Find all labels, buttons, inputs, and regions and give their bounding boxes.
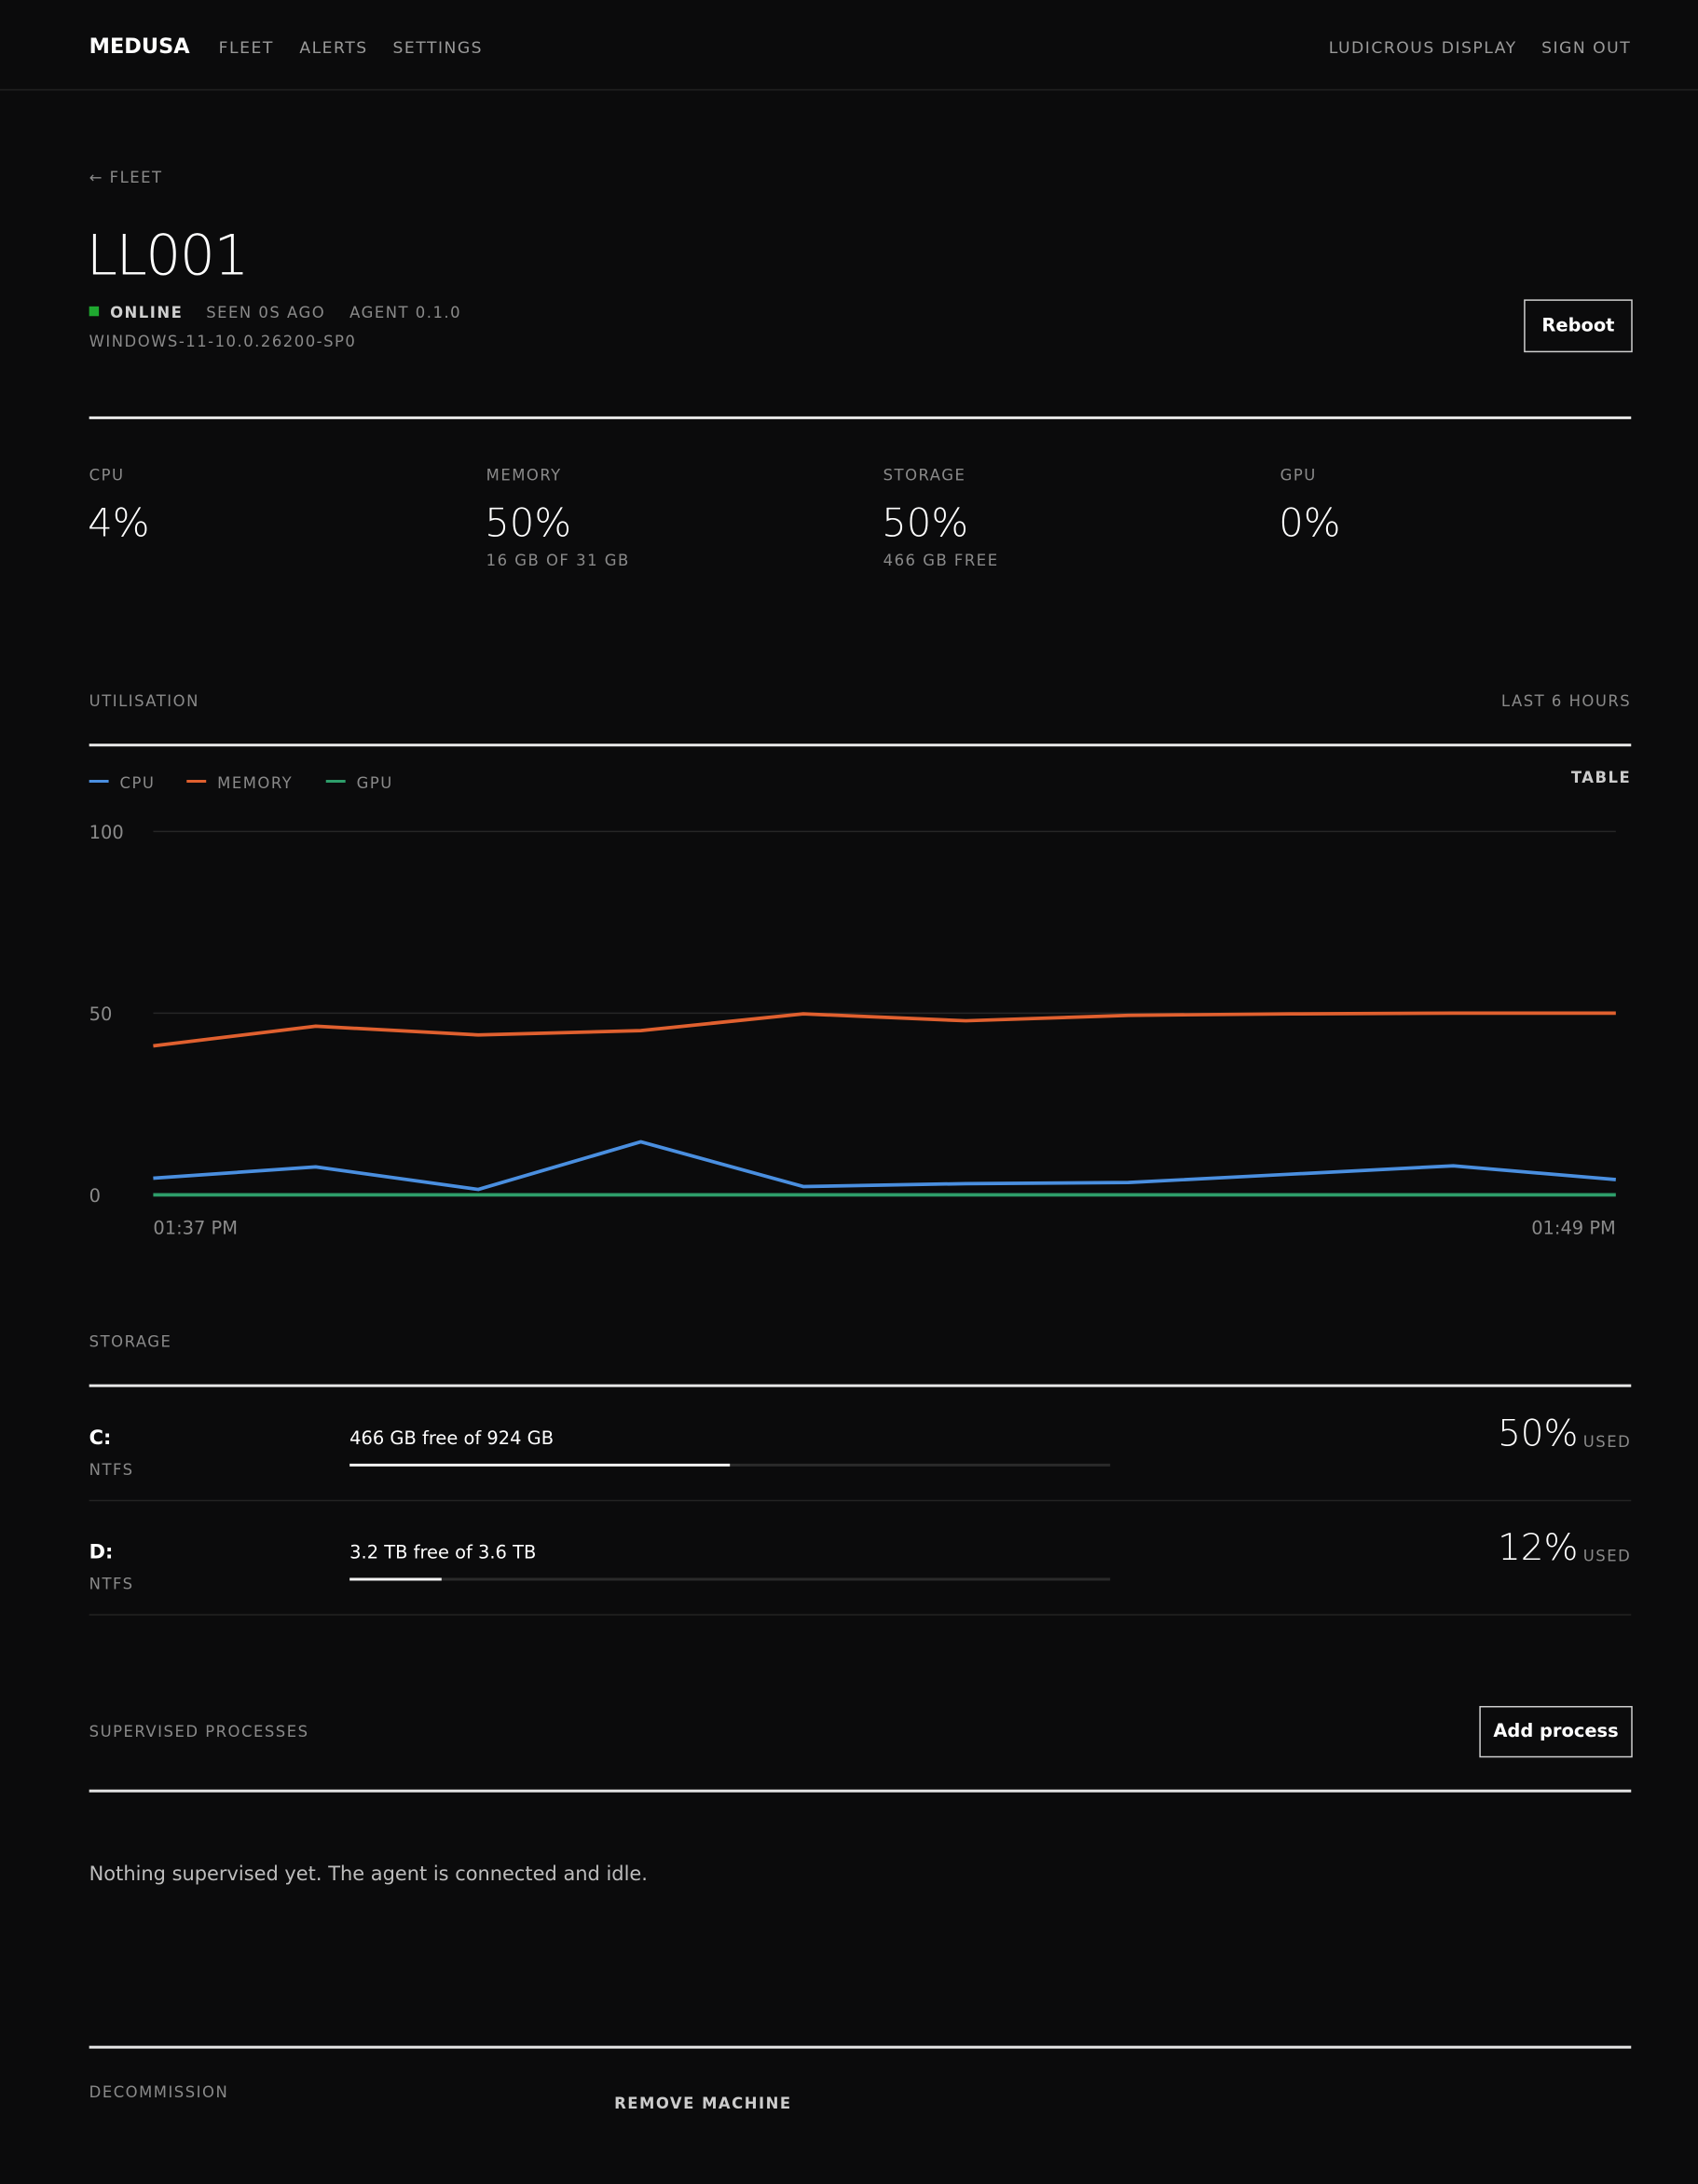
divider <box>89 2045 1632 2049</box>
series-line <box>153 1011 1616 1048</box>
stat-value: 0% <box>1279 499 1341 546</box>
section-title: SUPERVISED PROCESSES <box>89 1722 309 1741</box>
stat-sub: 466 GB FREE <box>883 551 999 570</box>
nav-link[interactable]: SIGN OUT <box>1541 37 1632 58</box>
brand[interactable]: MEDUSA <box>89 33 190 59</box>
divider <box>89 744 1632 747</box>
section-title: UTILISATION <box>89 691 199 711</box>
machine-title: LL001 <box>86 224 250 289</box>
os: WINDOWS-11-10.0.26200-SP0 <box>89 333 357 351</box>
section-title: DECOMMISSION <box>89 2083 229 2102</box>
y-tick-label: 50 <box>89 1003 113 1025</box>
section-title: STORAGE <box>89 1332 172 1351</box>
used-unit: USED <box>1582 1433 1632 1452</box>
stat-value: 50% <box>882 499 969 546</box>
stat-label: MEMORY <box>486 466 562 485</box>
bar-fill <box>349 1463 731 1467</box>
status: ONLINE <box>110 303 184 322</box>
back-link[interactable]: ← FLEET <box>89 168 163 187</box>
series-line <box>153 1140 1616 1192</box>
stat-label: GPU <box>1280 466 1317 485</box>
legend-label: MEMORY <box>217 774 293 792</box>
chart: 0 50 100 01:37 PM 01:49 PM CPU MEMORY GPU <box>89 774 1616 1238</box>
divider <box>89 1384 1632 1387</box>
row-sep <box>89 1614 1632 1616</box>
stat-value: 4% <box>88 499 150 546</box>
reboot-button[interactable]: Reboot <box>1524 299 1633 353</box>
agent: AGENT 0.1.0 <box>349 303 462 322</box>
range: LAST 6 HOURS <box>1500 691 1632 711</box>
remove-machine[interactable]: REMOVE MACHINE <box>614 2094 792 2113</box>
bar-track <box>349 1463 1111 1467</box>
stat-value: 50% <box>485 499 572 546</box>
nav-link[interactable]: FLEET <box>218 37 274 58</box>
drive-fs: NTFS <box>89 1460 134 1480</box>
drive-fs: NTFS <box>89 1575 134 1593</box>
drive-text: 3.2 TB free of 3.6 TB <box>349 1543 537 1564</box>
stat-label: CPU <box>89 466 125 485</box>
bar-track <box>349 1577 1111 1581</box>
used-unit: USED <box>1582 1547 1632 1566</box>
add-process-button[interactable]: Add process <box>1479 1705 1633 1758</box>
legend-label: GPU <box>357 774 393 792</box>
y-tick-label: 0 <box>89 1185 101 1207</box>
divider <box>89 1789 1632 1793</box>
nav-link[interactable]: ALERTS <box>299 37 368 58</box>
table-toggle[interactable]: TABLE <box>1570 769 1632 787</box>
bar-fill <box>349 1577 442 1581</box>
drive-name: D: <box>89 1541 114 1564</box>
legend-label: CPU <box>120 774 156 792</box>
row-sep <box>89 1499 1632 1502</box>
status-dot <box>89 306 100 317</box>
x-tick-label: 01:49 PM <box>1531 1217 1616 1238</box>
drive-name: C: <box>89 1427 112 1450</box>
used-value: 50% <box>1498 1413 1579 1455</box>
y-tick-label: 100 <box>89 822 124 843</box>
used-value: 12% <box>1498 1527 1579 1570</box>
nav-link[interactable]: LUDICROUS DISPLAY <box>1328 37 1517 58</box>
x-tick-label: 01:37 PM <box>153 1217 238 1238</box>
drive-text: 466 GB free of 924 GB <box>349 1428 555 1450</box>
stat-label: STORAGE <box>883 466 966 485</box>
navbar <box>0 0 1698 91</box>
seen: SEEN 0S AGO <box>206 303 326 322</box>
empty-message: Nothing supervised yet. The agent is con… <box>89 1863 648 1886</box>
nav-link[interactable]: SETTINGS <box>392 37 484 58</box>
stat-sub: 16 GB OF 31 GB <box>486 551 630 570</box>
divider <box>89 416 1632 419</box>
